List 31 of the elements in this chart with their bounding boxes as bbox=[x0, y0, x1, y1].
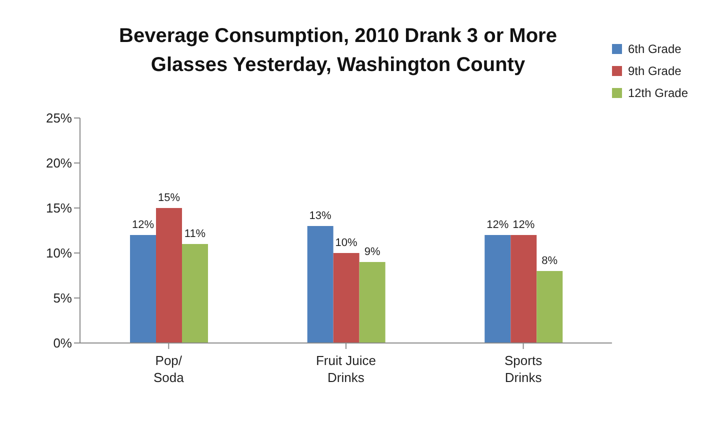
x-tick-label: Pop/ Soda bbox=[153, 353, 185, 385]
bar bbox=[156, 208, 182, 343]
x-tick-label: Sports Drinks bbox=[504, 353, 543, 385]
bar bbox=[359, 262, 386, 343]
data-label: 8% bbox=[542, 255, 558, 267]
y-tick-label: 10% bbox=[46, 246, 72, 261]
y-tick-label: 15% bbox=[46, 200, 72, 216]
bar bbox=[130, 235, 156, 343]
data-label: 12% bbox=[512, 219, 535, 231]
bar bbox=[333, 253, 360, 343]
bar bbox=[182, 244, 208, 343]
data-label: 11% bbox=[184, 228, 206, 240]
data-label: 9% bbox=[364, 246, 380, 258]
data-label: 10% bbox=[335, 237, 358, 249]
x-tick-label: Fruit Juice Drinks bbox=[316, 353, 376, 385]
data-label: 15% bbox=[158, 192, 180, 204]
data-label: 12% bbox=[132, 219, 154, 231]
y-tick-label: 20% bbox=[46, 156, 72, 171]
legend-label: 6th Grade bbox=[628, 41, 682, 58]
legend-label: 9th Grade bbox=[628, 63, 682, 80]
bar bbox=[510, 235, 537, 343]
data-label: 12% bbox=[486, 219, 509, 231]
y-tick-label: 5% bbox=[53, 290, 72, 306]
bar bbox=[484, 235, 511, 343]
chart-title: Beverage Consumption, 2010 Drank 3 or More Glasses Yesterday, Washington County bbox=[118, 24, 558, 78]
legend-label: 12th Grade bbox=[628, 85, 688, 102]
data-label: 13% bbox=[309, 210, 332, 222]
y-tick-label: 0% bbox=[53, 336, 72, 351]
y-tick-label: 25% bbox=[46, 110, 72, 126]
bar bbox=[536, 271, 563, 343]
bar bbox=[307, 226, 334, 343]
